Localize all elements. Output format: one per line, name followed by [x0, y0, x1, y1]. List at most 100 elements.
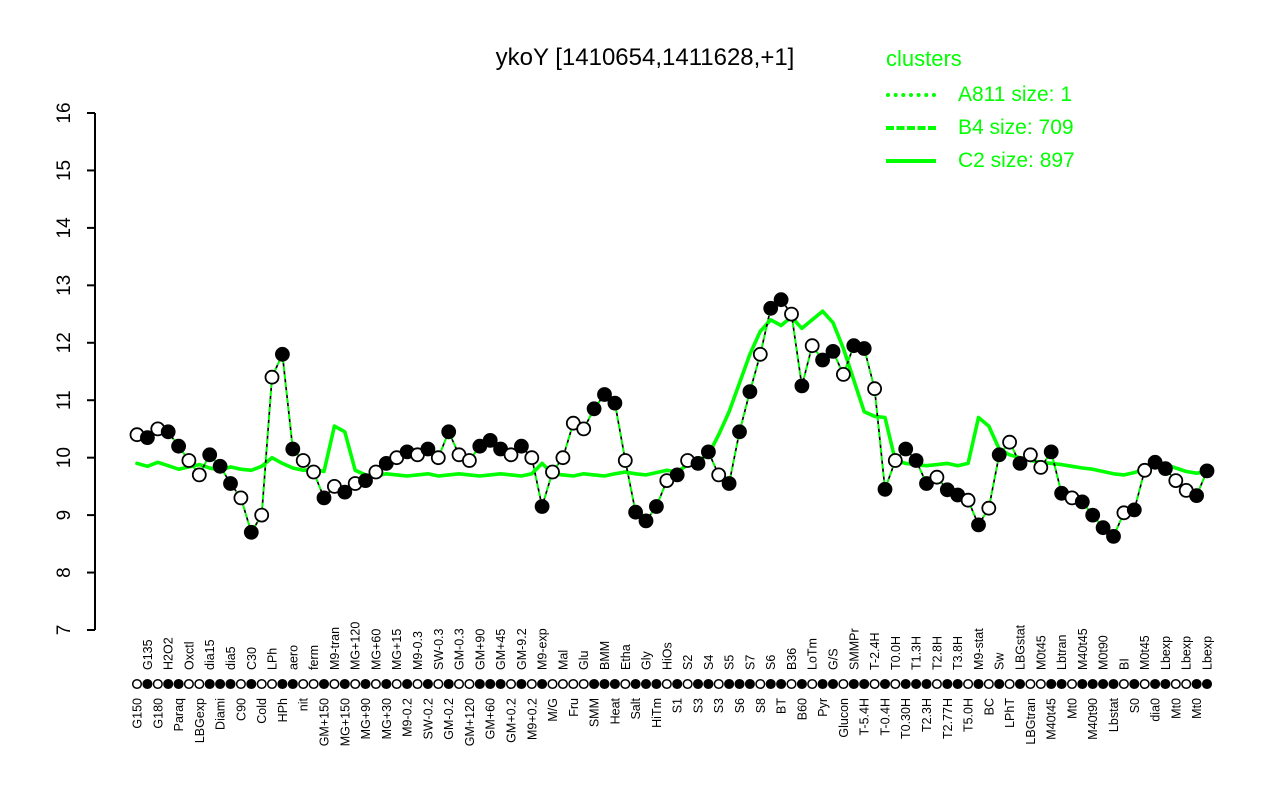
data-point [617, 453, 633, 468]
condition-marker [786, 678, 797, 690]
data-point [971, 517, 986, 533]
condition-marker [848, 678, 859, 690]
condition-marker [474, 678, 485, 690]
x-label-top: LPh [266, 648, 280, 670]
y-tick-label: 12 [54, 332, 75, 353]
condition-marker [1014, 678, 1026, 690]
condition-marker [1035, 678, 1046, 690]
data-point [1158, 461, 1173, 477]
data-point [960, 492, 976, 508]
condition-marker [734, 678, 745, 690]
x-label-bottom: GM+120 [463, 698, 477, 746]
x-label-top: aero [286, 645, 300, 670]
condition-marker [755, 678, 766, 690]
x-label-top: Glu [577, 651, 591, 671]
y-tick-label: 10 [54, 447, 75, 468]
legend-label-a811: A811 size: 1 [958, 82, 1073, 106]
data-point [804, 338, 820, 354]
x-label-bottom: BT [775, 698, 789, 714]
x-label-bottom: MG+150 [338, 698, 352, 746]
data-point [628, 504, 643, 520]
data-point [576, 421, 592, 437]
x-label-top: S7 [743, 655, 757, 670]
x-label-bottom: M/G [546, 698, 560, 722]
condition-marker [661, 678, 672, 690]
condition-marker [183, 678, 194, 690]
data-point [139, 430, 155, 446]
condition-marker [1087, 678, 1098, 690]
condition-marker [1066, 678, 1078, 690]
legend-title: clusters [886, 46, 962, 71]
x-label-bottom: S1 [671, 698, 685, 713]
x-label-top: M9-exp [536, 628, 550, 670]
x-label-top: Lbexp [1159, 636, 1173, 670]
page-title: ykoY [1410654,1411628,+1] [495, 44, 795, 71]
gene-profile-line [136, 298, 1208, 538]
data-point [991, 447, 1007, 463]
condition-marker [422, 678, 433, 690]
x-label-bottom: Glucon [837, 698, 851, 738]
data-point [482, 432, 498, 448]
x-label-bottom: Heat [608, 697, 622, 724]
data-point [1137, 462, 1153, 478]
x-label-top: M40t45 [1076, 628, 1090, 670]
data-point [420, 441, 436, 457]
x-label-bottom: GM+0.2 [505, 698, 519, 743]
y-tick-label: 7 [54, 625, 75, 636]
data-point [1043, 444, 1059, 460]
data-point [586, 401, 602, 417]
data-point [316, 490, 332, 506]
condition-marker [1201, 678, 1213, 690]
x-label-top: GM-9.2 [515, 628, 529, 670]
condition-marker [724, 678, 735, 690]
x-label-bottom: LBGexp [193, 698, 207, 743]
condition-marker [1170, 678, 1181, 690]
condition-marker [796, 678, 807, 690]
x-label-top: BMM [598, 641, 612, 670]
x-label-bottom: S0 [1128, 698, 1142, 713]
condition-marker [1139, 678, 1150, 690]
data-point [752, 346, 768, 362]
condition-marker [744, 678, 755, 690]
x-label-top: S2 [681, 655, 695, 670]
condition-marker [900, 678, 911, 690]
condition-marker [339, 678, 350, 690]
x-label-top: T1.3H [910, 636, 924, 670]
data-point [243, 524, 259, 540]
x-label-bottom: Paraq [172, 698, 186, 731]
condition-marker [298, 678, 309, 690]
x-label-top: M9-tran [328, 627, 342, 670]
condition-marker [692, 678, 704, 690]
condition-marker [277, 678, 288, 690]
x-label-top: Oxctl [182, 642, 196, 670]
data-point [981, 500, 997, 516]
legend-label-b4: B4 size: 709 [958, 115, 1074, 139]
condition-marker [838, 678, 849, 690]
data-point [867, 381, 882, 397]
dotted-line-sample-icon [886, 92, 936, 97]
x-label-top: Lbtran [1055, 635, 1069, 670]
x-label-bottom: SW-0.2 [421, 698, 435, 739]
data-point [368, 464, 384, 480]
condition-marker [931, 678, 942, 690]
data-point [836, 366, 851, 382]
data-point [1189, 488, 1204, 504]
data-point [358, 473, 373, 489]
x-label-bottom: MG+90 [359, 698, 373, 739]
x-label-top: S5 [723, 655, 737, 670]
x-label-top: LBGstat [1014, 624, 1028, 670]
condition-marker [911, 678, 922, 690]
x-label-bottom: T5.0H [962, 698, 976, 732]
condition-marker [1004, 678, 1015, 690]
x-label-bottom: M9-0.2 [401, 698, 415, 737]
x-label-top: LoTm [806, 638, 820, 670]
condition-marker [246, 678, 257, 690]
data-point [877, 481, 893, 497]
condition-marker [266, 678, 278, 690]
condition-marker [630, 678, 641, 690]
x-label-bottom: M40t90 [1086, 698, 1100, 740]
data-point [223, 476, 238, 491]
x-label-top: M9-stat [972, 628, 986, 670]
x-label-top: Lbexp [1201, 636, 1215, 670]
condition-marker [963, 678, 974, 690]
